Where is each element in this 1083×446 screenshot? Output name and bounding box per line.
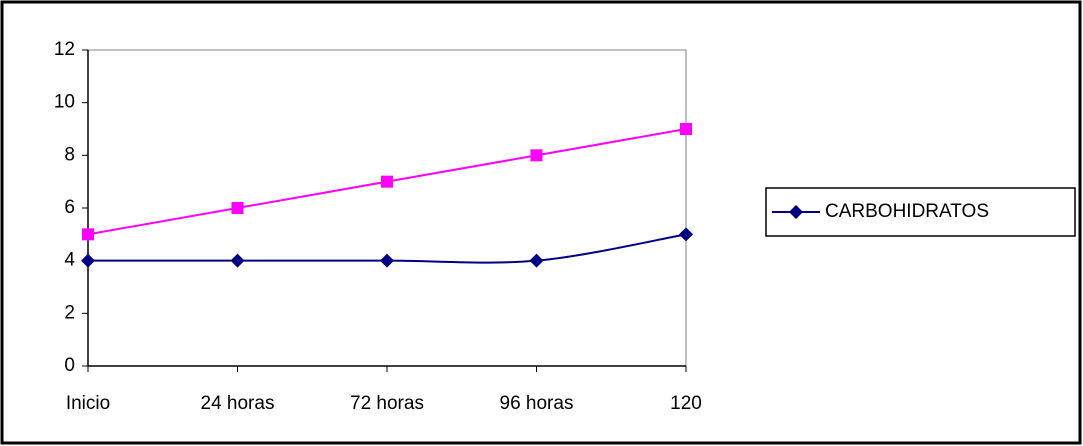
data-point: [230, 253, 245, 268]
data-point: [231, 202, 244, 214]
legend-label: CARBOHIDRATOS: [825, 201, 989, 222]
y-tick-label: 2: [64, 302, 75, 323]
x-tick-label: 120: [670, 393, 702, 414]
y-tick-label: 6: [64, 197, 75, 218]
y-tick-label: 0: [64, 355, 75, 376]
x-tick-label: 72 horas: [350, 393, 424, 414]
plot-area: [87, 49, 687, 367]
x-tick-label: Inicio: [66, 393, 110, 414]
data-point: [81, 253, 95, 268]
data-point: [530, 149, 543, 162]
x-tick-label: 96 horas: [500, 393, 574, 414]
y-tick-label: 8: [64, 144, 75, 165]
data-point: [679, 227, 693, 242]
data-point: [529, 253, 544, 268]
data-point: [82, 228, 94, 241]
data-point: [380, 253, 394, 268]
y-tick-label: 4: [64, 250, 75, 271]
x-tick-label: 24 horas: [201, 393, 275, 414]
y-tick-label: 12: [54, 39, 75, 60]
data-point: [381, 175, 393, 188]
y-tick-label: 10: [54, 92, 75, 113]
legend-marker: [789, 205, 803, 219]
data-point: [680, 123, 692, 135]
